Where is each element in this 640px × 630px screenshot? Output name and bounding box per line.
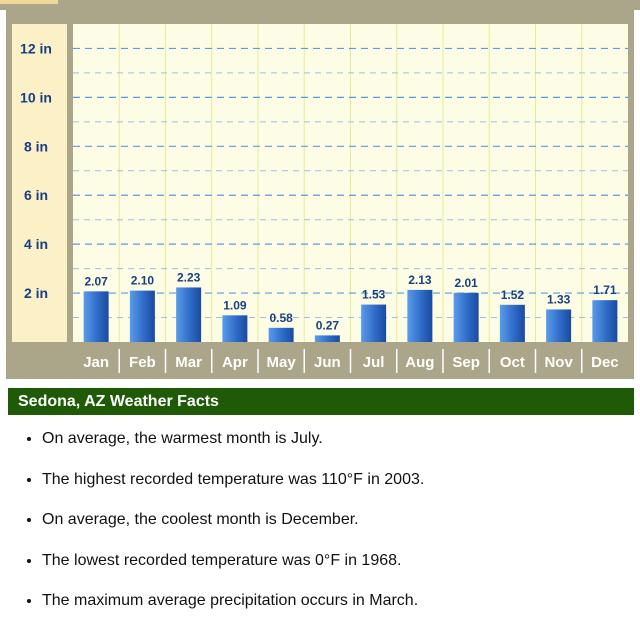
bar-aug: [407, 289, 433, 342]
x-tick-label: Nov: [544, 354, 573, 371]
x-tick-label: Mar: [175, 354, 202, 371]
y-tick-label: 8 in: [24, 138, 48, 154]
weather-facts-header: Sedona, AZ Weather Facts: [8, 388, 634, 415]
precipitation-chart: 2 in 4 in 6 in 8 in 10 in 12 in 2.07 2.10 2.23 1.…: [12, 24, 628, 377]
bar-jul: [361, 304, 387, 342]
data-label: 2.07: [84, 274, 108, 288]
top-strip: [0, 0, 640, 10]
data-label: 0.58: [269, 311, 293, 325]
x-tick-label: Dec: [591, 354, 619, 371]
fact-item: On average, the warmest month is July.: [42, 427, 640, 468]
fact-item: The lowest recorded temperature was 0°F …: [42, 549, 640, 590]
x-tick-label: Apr: [222, 354, 248, 371]
fact-item: The highest recorded temperature was 110…: [42, 468, 640, 509]
data-label: 2.01: [454, 276, 478, 290]
x-tick-label: Oct: [500, 354, 525, 371]
y-tick-label: 4 in: [24, 236, 48, 252]
weather-facts-list: On average, the warmest month is July. T…: [22, 427, 640, 630]
data-label: 1.52: [501, 288, 525, 302]
precipitation-chart-frame: 2 in 4 in 6 in 8 in 10 in 12 in 2.07 2.10 2.23 1.…: [6, 8, 634, 379]
x-axis-strip: [12, 343, 628, 377]
fact-item: The maximum average precipitation occurs…: [42, 589, 640, 630]
data-label: 2.13: [408, 273, 432, 287]
bar-oct: [499, 304, 525, 342]
data-label: 1.33: [547, 292, 571, 306]
data-label: 1.71: [593, 283, 617, 297]
bar-sep: [453, 292, 479, 342]
data-label: 2.23: [177, 270, 201, 284]
y-tick-label: 6 in: [24, 187, 48, 203]
bar-apr: [222, 315, 248, 342]
x-tick-label: Aug: [405, 354, 434, 371]
data-label: 2.10: [131, 274, 155, 288]
y-tick-label: 12 in: [20, 40, 52, 56]
y-tick-label: 10 in: [20, 89, 52, 105]
x-tick-label: Jun: [314, 354, 341, 371]
bar-jan: [83, 291, 109, 342]
data-label: 1.09: [223, 298, 247, 312]
y-tick-label: 2 in: [24, 285, 48, 301]
x-tick-label: Feb: [129, 354, 156, 371]
bar-jun: [314, 335, 340, 342]
x-tick-label: May: [267, 354, 297, 371]
fact-item: On average, the coolest month is Decembe…: [42, 508, 640, 549]
bar-dec: [592, 300, 618, 342]
data-label: 0.27: [316, 318, 340, 332]
bar-mar: [176, 287, 202, 342]
bar-may: [268, 327, 294, 342]
x-tick-label: Jul: [363, 354, 385, 371]
bar-feb: [129, 290, 155, 342]
y-axis-panel: [12, 24, 67, 342]
x-tick-label: Jan: [83, 354, 109, 371]
data-label: 1.53: [362, 288, 386, 302]
bar-nov: [546, 309, 572, 342]
x-tick-label: Sep: [452, 354, 480, 371]
top-tab: [0, 0, 58, 4]
